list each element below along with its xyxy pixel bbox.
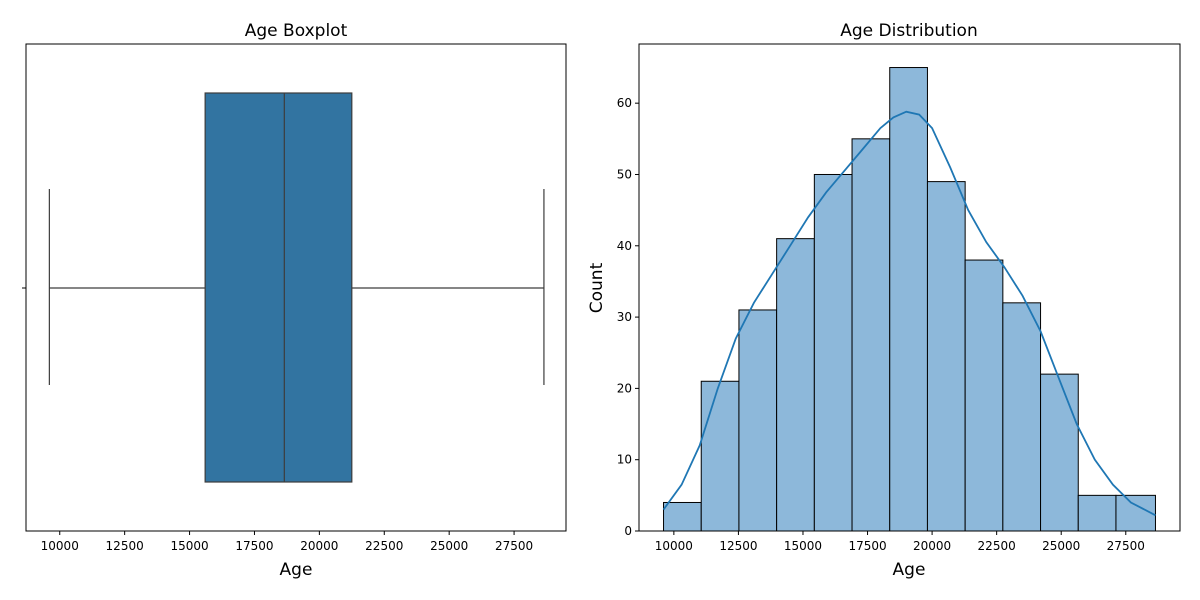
x-tick-label: 17500	[235, 539, 273, 553]
boxplot-x-ticks: 10000 12500 15000 17500 20000 22500 25000 27500	[41, 531, 533, 553]
boxplot-frame	[25, 43, 567, 532]
x-tick-label: 12500	[719, 539, 757, 553]
histogram-x-ticks: 10000 12500 15000 17500 20000 22500 25000 27500	[655, 531, 1145, 553]
y-tick-label: 50	[617, 167, 632, 181]
histogram-panel: Age Distribution 10000 12500 15000 17500 200…	[587, 21, 1181, 580]
histogram-y-ticks: 0 10 20 30 40 50 60	[617, 96, 639, 538]
iqr-box	[204, 92, 353, 483]
x-tick-label: 15000	[784, 539, 822, 553]
histogram-y-axis-label: Count	[587, 262, 607, 313]
x-tick-label: 27500	[495, 539, 533, 553]
histogram-bar	[813, 173, 853, 532]
histogram-bar	[738, 309, 778, 532]
histogram-bar	[1077, 494, 1117, 532]
histogram-bar	[889, 67, 928, 532]
y-tick-label: 10	[617, 453, 632, 467]
histogram-frame	[638, 43, 1181, 532]
y-tick-label: 20	[617, 381, 632, 395]
x-tick-label: 22500	[978, 539, 1016, 553]
y-tick-label: 60	[617, 96, 632, 110]
boxplot-marks	[22, 92, 545, 483]
x-tick-label: 20000	[913, 539, 951, 553]
y-tick-label: 30	[617, 310, 632, 324]
x-tick-label: 27500	[1107, 539, 1145, 553]
histogram-bar	[1002, 302, 1042, 532]
histogram-bar	[1040, 373, 1079, 532]
x-tick-label: 10000	[41, 539, 79, 553]
histogram-bar	[964, 259, 1004, 532]
histogram-bar	[776, 238, 815, 532]
x-tick-label: 12500	[106, 539, 144, 553]
histogram-title: Age Distribution	[840, 21, 977, 41]
histogram-x-axis-label: Age	[893, 560, 926, 580]
x-tick-label: 20000	[300, 539, 338, 553]
x-tick-label: 15000	[170, 539, 208, 553]
x-tick-label: 10000	[655, 539, 693, 553]
histogram-bar	[700, 380, 740, 532]
x-tick-label: 25000	[1042, 539, 1080, 553]
x-tick-label: 25000	[430, 539, 468, 553]
histogram-bar	[1115, 494, 1156, 532]
histogram-bar	[663, 501, 702, 532]
boxplot-title: Age Boxplot	[245, 21, 348, 41]
histogram-bar	[926, 181, 966, 532]
kde-curve	[662, 110, 1156, 517]
boxplot-panel: Age Boxplot 10000 12500 15000 17500 20000 225…	[22, 21, 567, 580]
y-tick-label: 0	[624, 524, 632, 538]
y-tick-label: 40	[617, 239, 632, 253]
histogram-bars	[663, 67, 1156, 532]
x-tick-label: 17500	[848, 539, 886, 553]
x-tick-label: 22500	[365, 539, 403, 553]
histogram-bar	[851, 138, 891, 532]
boxplot-x-axis-label: Age	[280, 560, 313, 580]
